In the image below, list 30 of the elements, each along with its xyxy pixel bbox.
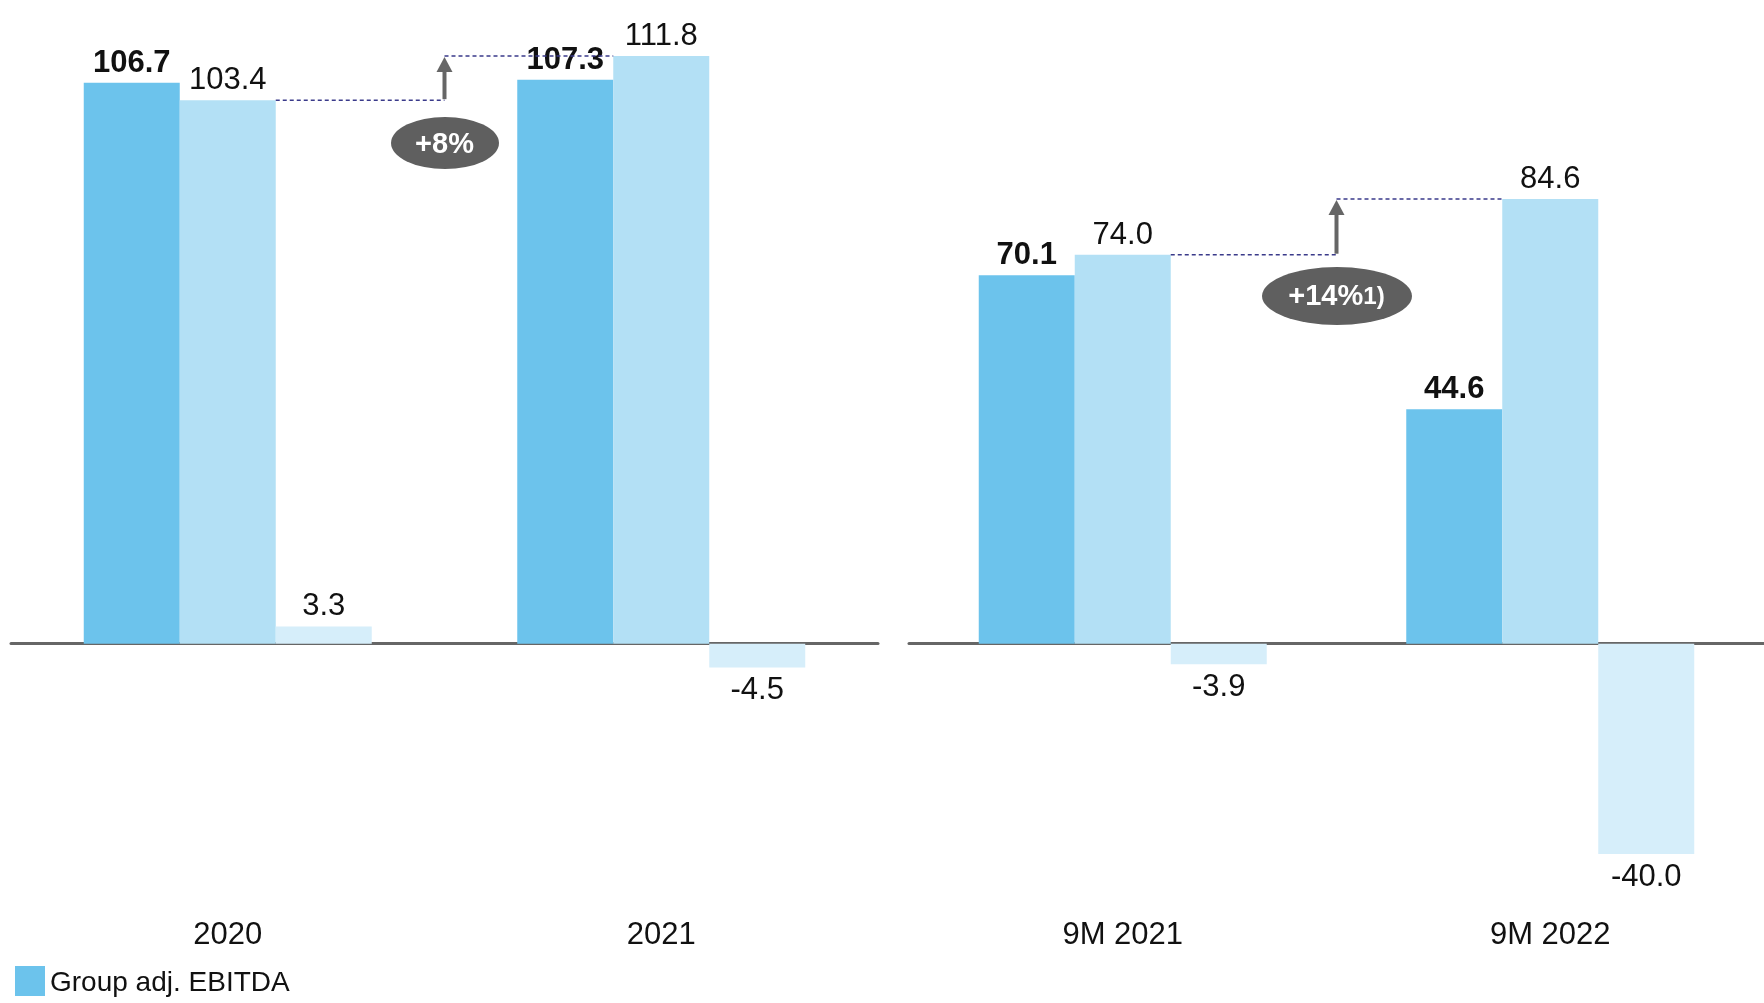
data-label: 74.0 <box>1092 215 1153 251</box>
bar <box>709 643 806 668</box>
data-label: 111.8 <box>624 17 698 52</box>
bar <box>179 100 276 644</box>
data-label: 106.7 <box>92 43 171 79</box>
x-tick-label: 2020 <box>193 916 263 951</box>
data-label: 84.6 <box>1520 159 1581 195</box>
bar <box>1406 409 1503 644</box>
x-tick-label: 9M 2022 <box>1489 916 1611 951</box>
data-label: -40.0 <box>1610 858 1682 893</box>
bar <box>1170 643 1267 665</box>
data-label: 70.1 <box>996 236 1057 272</box>
bar <box>1074 254 1171 644</box>
data-label: -4.5 <box>730 671 784 707</box>
x-tick-label: 2021 <box>626 916 696 951</box>
x-tick-label: 9M 2021 <box>1062 916 1184 951</box>
legend-label: Group adj. EBITDA <box>50 965 290 997</box>
bar <box>613 56 710 644</box>
bar <box>275 626 372 644</box>
bar <box>978 275 1075 644</box>
bar <box>517 79 614 644</box>
bar <box>83 82 180 644</box>
data-label: 103.4 <box>188 61 267 97</box>
bar <box>1502 198 1599 644</box>
data-label: 44.6 <box>1424 370 1485 406</box>
annotation: +8% <box>390 117 499 170</box>
data-label: 3.3 <box>302 587 346 623</box>
data-label: -3.9 <box>1192 668 1246 704</box>
bar <box>1598 643 1695 854</box>
data-label: 107.3 <box>526 40 605 76</box>
